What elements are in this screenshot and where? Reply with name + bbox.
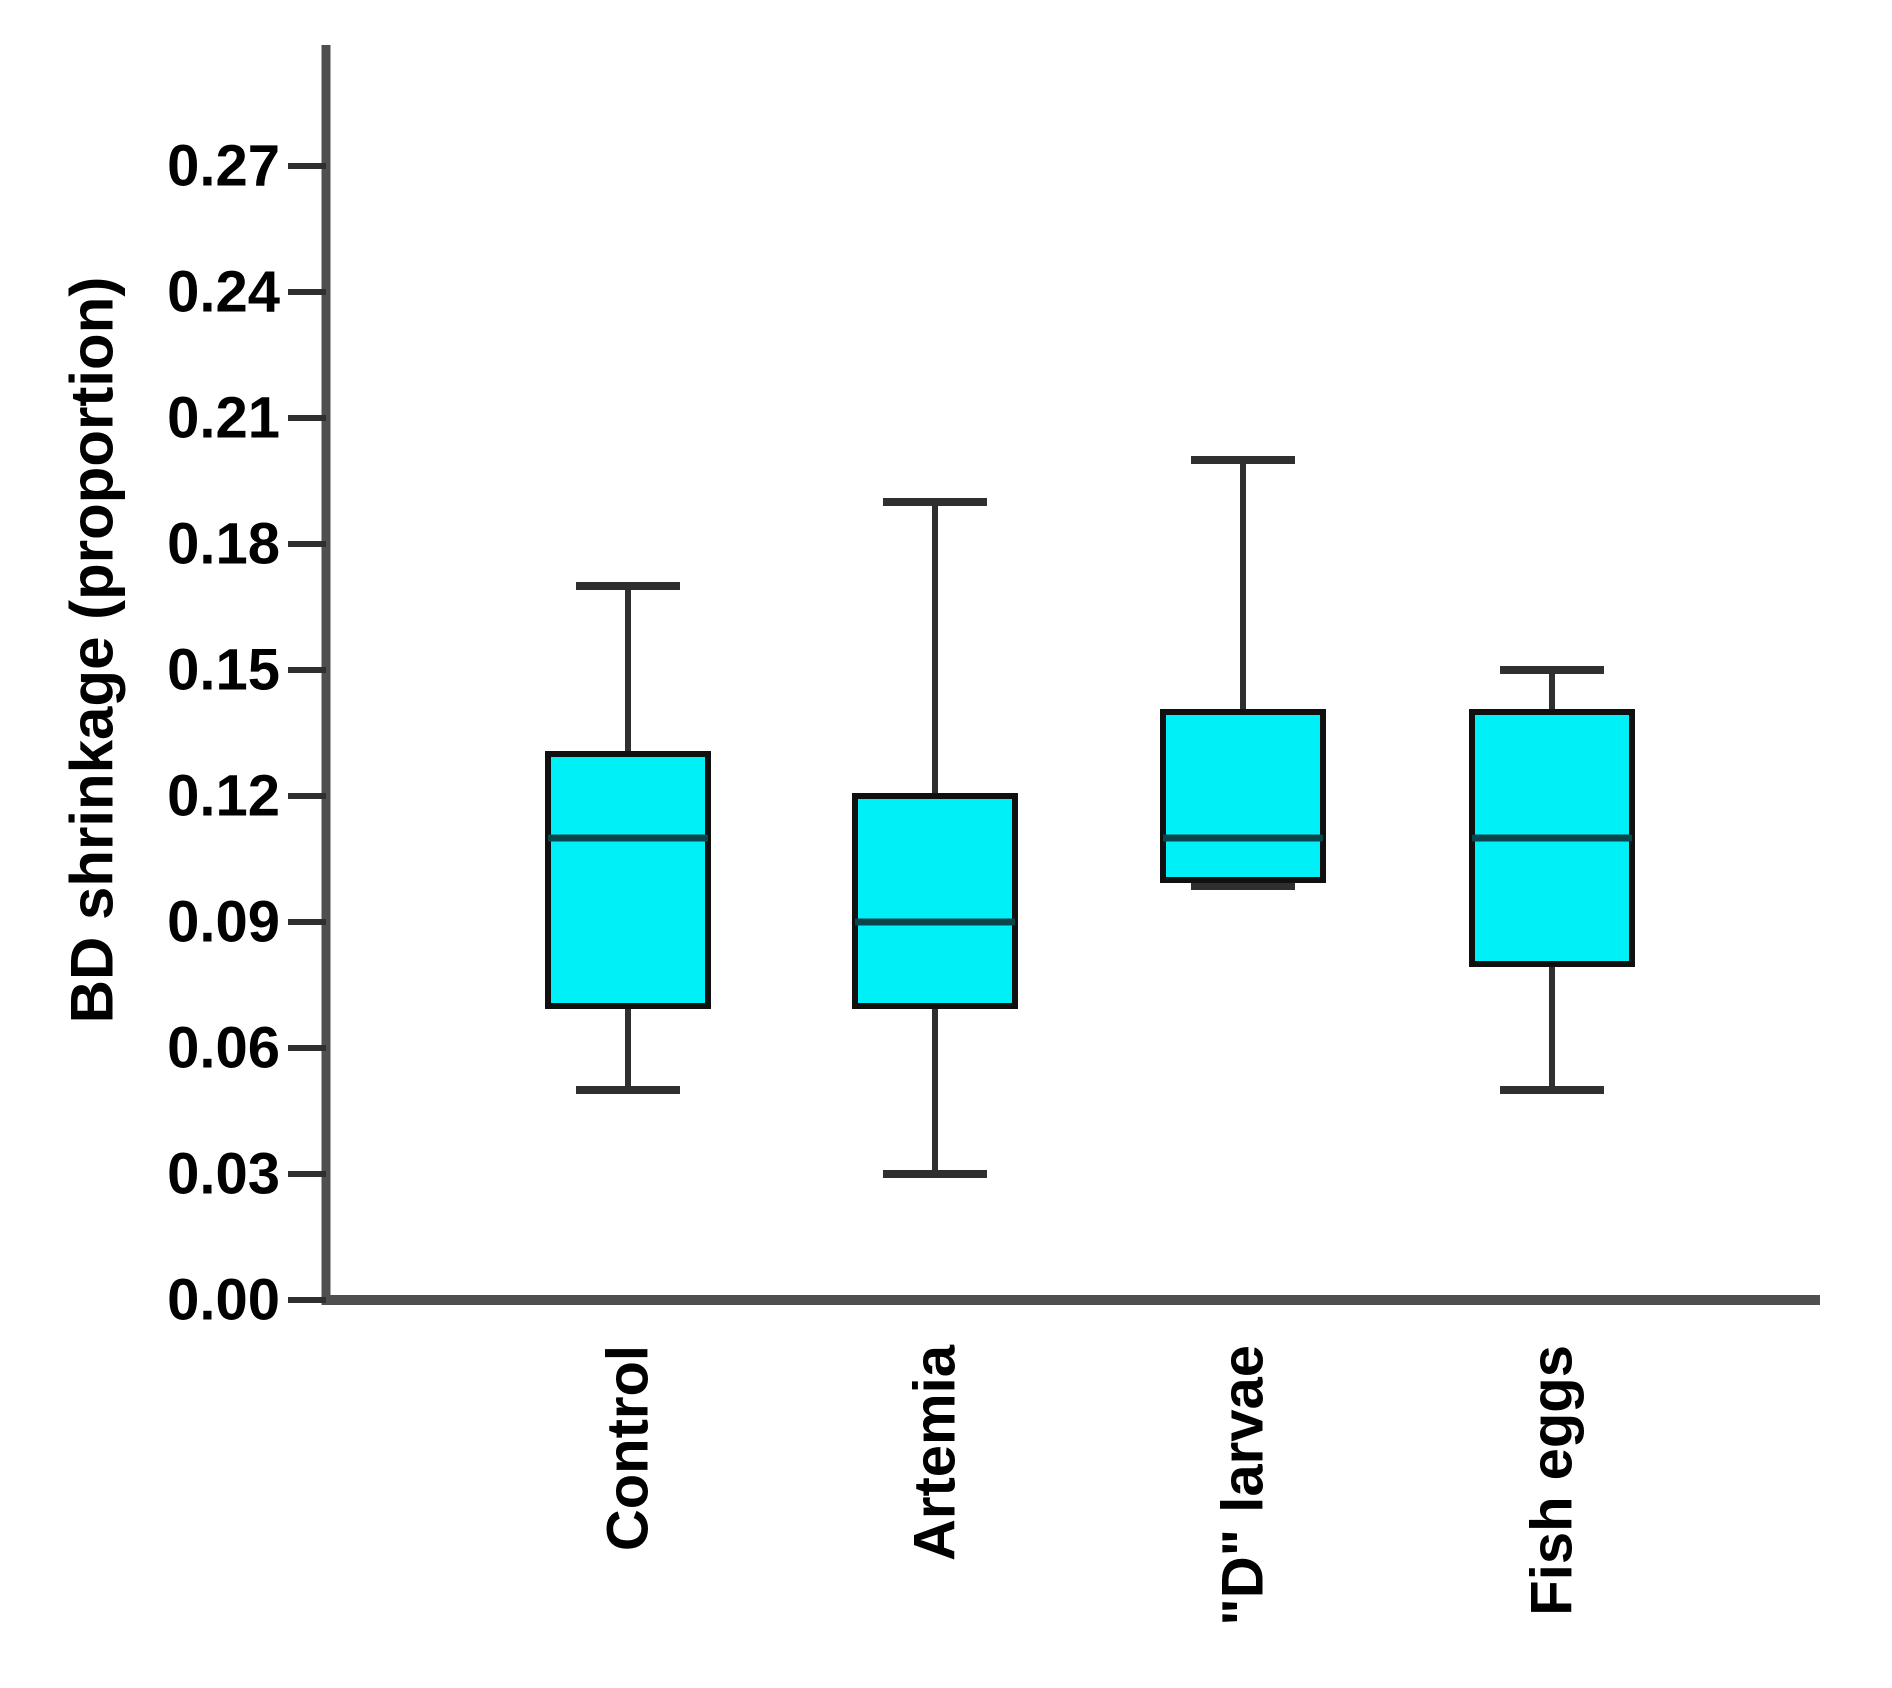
y-tick-label: 0.21 bbox=[167, 386, 280, 451]
y-tick-label: 0.09 bbox=[167, 890, 280, 955]
box-control bbox=[545, 751, 711, 1009]
y-axis-title: BD shrinkage (proportion) bbox=[59, 277, 126, 1024]
x-category-label-artemia: Artemia bbox=[903, 1344, 968, 1561]
y-tick-label: 0.00 bbox=[167, 1268, 280, 1333]
y-tick-label: 0.18 bbox=[167, 512, 280, 577]
y-tick-label: 0.24 bbox=[167, 260, 280, 325]
box-d-larvae bbox=[1160, 709, 1326, 883]
x-category-label-d-larvae: "D" larvae bbox=[1211, 1345, 1276, 1626]
y-tick-label: 0.12 bbox=[167, 764, 280, 829]
y-tick-label: 0.15 bbox=[167, 638, 280, 703]
y-tick-label: 0.27 bbox=[167, 134, 280, 199]
box-artemia bbox=[852, 793, 1018, 1009]
y-tick-label: 0.03 bbox=[167, 1142, 280, 1207]
x-category-label-control: Control bbox=[596, 1345, 661, 1551]
y-tick-label: 0.06 bbox=[167, 1016, 280, 1081]
x-category-label-fish-eggs: Fish eggs bbox=[1520, 1345, 1585, 1616]
